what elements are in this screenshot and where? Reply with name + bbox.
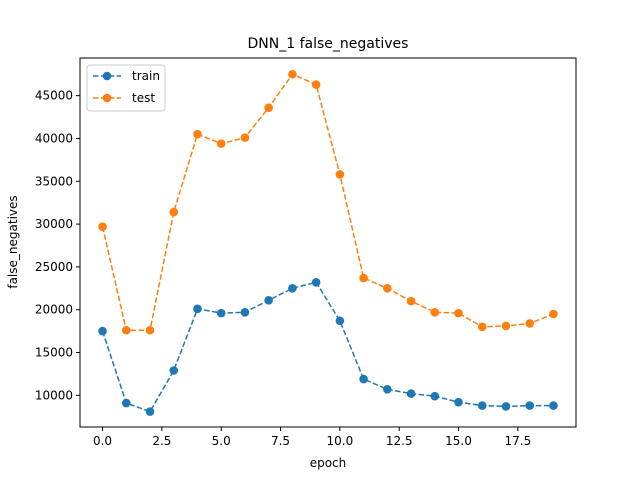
data-point-train (288, 284, 297, 293)
data-point-test (383, 284, 392, 293)
data-point-train (549, 401, 558, 410)
x-axis-label: epoch (310, 456, 347, 470)
data-point-test (501, 321, 511, 331)
data-point-train (240, 307, 250, 317)
legend-marker-test (102, 93, 112, 103)
x-tick-label: 17.5 (504, 434, 531, 448)
data-point-test (169, 207, 179, 217)
data-point-test (311, 80, 321, 89)
data-point-train (383, 385, 392, 394)
data-point-test (216, 139, 226, 148)
series-test (98, 69, 558, 335)
y-tick-label: 10000 (35, 388, 73, 402)
x-tick-label: 7.5 (271, 434, 290, 448)
data-point-train (311, 278, 321, 287)
data-point-test (454, 308, 463, 318)
y-axis-label: false_negatives (6, 195, 20, 288)
y-tick-label: 20000 (35, 303, 73, 317)
y-tick-label: 25000 (35, 260, 73, 274)
data-point-train (216, 308, 226, 318)
data-point-train (359, 374, 368, 384)
series-line-test (101, 73, 554, 332)
data-point-test (98, 222, 107, 231)
data-point-train (525, 401, 535, 410)
data-point-test (525, 319, 535, 328)
data-point-train (121, 398, 131, 408)
x-axis-ticks: 0.0 2.5 5.0 7.5 10.0 12.5 15.0 17.5 (93, 427, 531, 448)
x-tick-label: 12.5 (386, 434, 413, 448)
data-point-train (98, 326, 107, 336)
chart-title: DNN_1 false_negatives (248, 36, 409, 52)
data-point-train (477, 401, 487, 410)
data-point-test (359, 273, 368, 283)
data-point-test (430, 307, 440, 317)
data-point-test (264, 103, 273, 112)
data-point-train (145, 407, 155, 416)
plot-frame (79, 57, 577, 428)
x-tick-label: 15.0 (445, 434, 472, 448)
y-tick-label: 45000 (35, 89, 73, 103)
data-point-test (193, 129, 202, 139)
y-axis-ticks: 10000 15000 20000 25000 30000 35000 40000 45000 (35, 89, 80, 402)
data-point-test (288, 69, 297, 79)
data-point-train (169, 366, 179, 375)
x-tick-label: 0.0 (93, 434, 112, 448)
x-tick-label: 2.5 (152, 434, 171, 448)
legend-marker-train (102, 71, 112, 81)
y-tick-label: 30000 (35, 217, 73, 231)
data-point-test (549, 309, 558, 319)
data-point-train (454, 397, 463, 407)
y-tick-label: 15000 (35, 346, 73, 360)
series-train (98, 278, 558, 416)
series-line-train (101, 281, 554, 413)
x-tick-label: 10.0 (327, 434, 354, 448)
data-point-test (121, 325, 131, 335)
data-point-test (335, 170, 345, 179)
data-point-test (477, 322, 487, 332)
legend-label-train: train (132, 69, 160, 83)
data-point-train (193, 304, 202, 314)
data-point-test (406, 296, 416, 306)
y-tick-label: 40000 (35, 131, 73, 145)
y-tick-label: 35000 (35, 174, 73, 188)
data-point-test (240, 133, 250, 142)
data-point-train (264, 295, 273, 305)
x-tick-label: 5.0 (212, 434, 231, 448)
data-point-train (430, 391, 440, 401)
data-point-train (335, 316, 345, 326)
data-point-train (406, 389, 416, 398)
series-layer (98, 69, 558, 416)
legend-label-test: test (132, 91, 155, 105)
legend: train test (86, 64, 166, 112)
data-point-test (145, 325, 155, 335)
data-point-train (501, 402, 511, 411)
